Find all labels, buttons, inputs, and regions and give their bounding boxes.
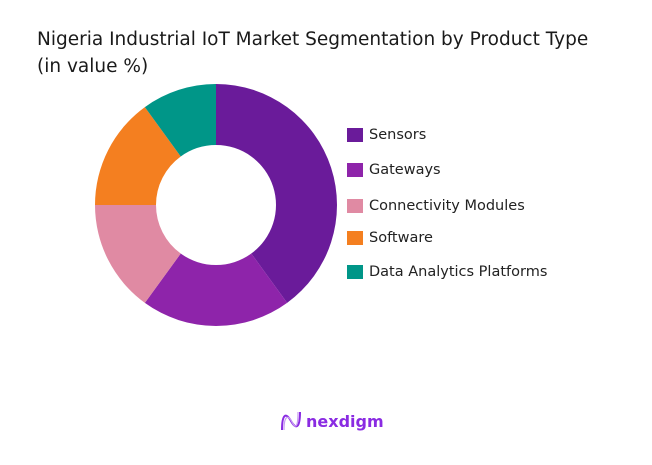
slice-connectivity-modules [95, 205, 181, 303]
legend-item: Gateways [347, 162, 441, 178]
slice-software [95, 107, 181, 205]
title-line-2: (in value %) [37, 56, 149, 77]
legend-label: Sensors [369, 127, 427, 143]
legend-item: Sensors [347, 127, 426, 143]
slice-data-analytics-platforms [144, 84, 216, 157]
legend-item: Connectivity Modules [347, 198, 525, 214]
legend-swatch [347, 128, 363, 142]
slice-gateways [144, 253, 288, 326]
nexdigm-logo: nexdigm [280, 410, 384, 432]
legend-label: Gateways [369, 162, 441, 178]
slice-sensors [216, 84, 337, 303]
legend-label: Connectivity Modules [369, 198, 525, 214]
legend-item: Software [347, 230, 433, 246]
title-line-1: Nigeria Industrial IoT Market Segmentati… [37, 29, 589, 50]
brand-name: nexdigm [306, 411, 384, 431]
legend-swatch [347, 231, 363, 245]
legend-label: Data Analytics Platforms [369, 264, 548, 280]
legend-label: Software [369, 230, 433, 246]
logo-wave-icon [281, 411, 301, 431]
legend-swatch [347, 163, 363, 177]
legend-swatch [347, 199, 363, 213]
legend-swatch [347, 265, 363, 279]
legend-item: Data Analytics Platforms [347, 264, 547, 280]
chart-title: Nigeria Industrial IoT Market Segmentati… [37, 26, 588, 80]
